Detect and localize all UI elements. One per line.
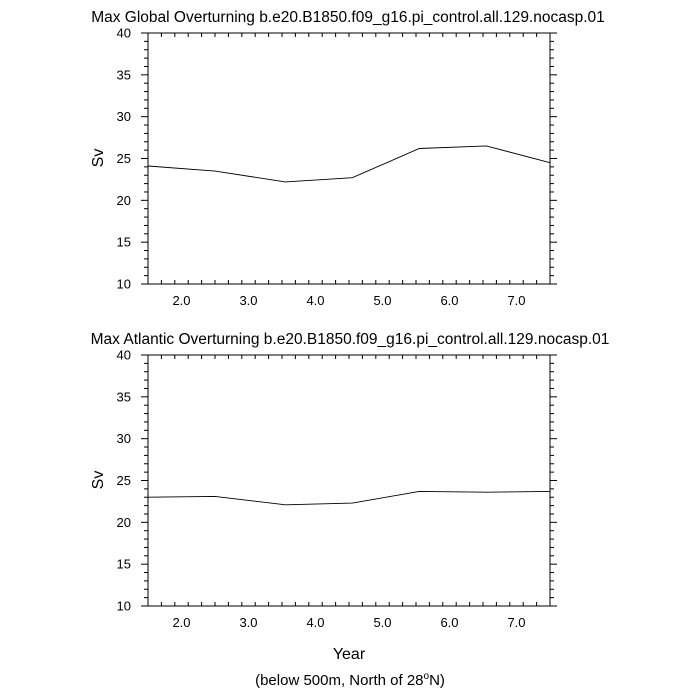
atlantic-chart-title: Max Atlantic Overturning b.e20.B1850.f09…	[91, 331, 610, 348]
global-overturning-panel: Max Global Overturning b.e20.B1850.f09_g…	[90, 9, 605, 308]
atlantic-x-tick-label: 2.0	[172, 615, 190, 630]
global-x-tick-label: 5.0	[373, 293, 391, 308]
atlantic-series-line	[147, 490, 551, 506]
atlantic-x-tick-label: 5.0	[373, 615, 391, 630]
global-x-tick-label: 4.0	[306, 293, 324, 308]
global-y-tick-labels: 10 15 20 25 30 35 40	[117, 26, 131, 292]
global-y-tick-label: 40	[117, 26, 131, 41]
global-y-axis-label: Sv	[90, 149, 107, 168]
atlantic-y-tick-label: 25	[117, 473, 131, 488]
atlantic-x-tick-label: 3.0	[239, 615, 257, 630]
atlantic-y-tick-label: 35	[117, 389, 131, 404]
global-series-line	[147, 145, 551, 183]
atlantic-plot-frame	[147, 354, 551, 607]
atlantic-x-tick-label: 7.0	[507, 615, 525, 630]
global-y-tick-label: 30	[117, 109, 131, 124]
atlantic-y-tick-label: 20	[117, 515, 131, 530]
footnote-superscript: o	[424, 671, 430, 682]
atlantic-y-tick-label: 30	[117, 431, 131, 446]
global-y-tick-label: 20	[117, 193, 131, 208]
footnote: (below 500m, North of 28oN)	[255, 671, 445, 689]
global-plot-frame	[147, 32, 551, 285]
atlantic-y-tick-labels: 10 15 20 25 30 35 40	[117, 348, 131, 614]
global-chart-title: Max Global Overturning b.e20.B1850.f09_g…	[91, 9, 605, 26]
x-axis-label: Year	[333, 646, 366, 663]
global-x-tick-labels: 2.0 3.0 4.0 5.0 6.0 7.0	[172, 293, 525, 308]
atlantic-x-tick-label: 4.0	[306, 615, 324, 630]
atlantic-overturning-panel: Max Atlantic Overturning b.e20.B1850.f09…	[90, 331, 609, 663]
global-x-tick-label: 7.0	[507, 293, 525, 308]
global-x-tick-label: 2.0	[172, 293, 190, 308]
global-x-tick-label: 6.0	[440, 293, 458, 308]
atlantic-y-tick-label: 40	[117, 348, 131, 363]
atlantic-y-axis-label: Sv	[90, 471, 107, 490]
atlantic-x-tick-label: 6.0	[440, 615, 458, 630]
footnote-suffix: N)	[429, 672, 445, 689]
footnote-prefix: (below 500m, North of 28	[255, 672, 423, 689]
atlantic-y-tick-label: 10	[117, 599, 131, 614]
atlantic-x-tick-labels: 2.0 3.0 4.0 5.0 6.0 7.0	[172, 615, 525, 630]
atlantic-ticks	[141, 354, 557, 607]
global-x-tick-label: 3.0	[239, 293, 257, 308]
global-y-tick-label: 15	[117, 235, 131, 250]
global-ticks	[141, 32, 557, 285]
atlantic-y-tick-label: 15	[117, 557, 131, 572]
global-y-tick-label: 10	[117, 277, 131, 292]
global-y-tick-label: 25	[117, 151, 131, 166]
global-y-tick-label: 35	[117, 67, 131, 82]
